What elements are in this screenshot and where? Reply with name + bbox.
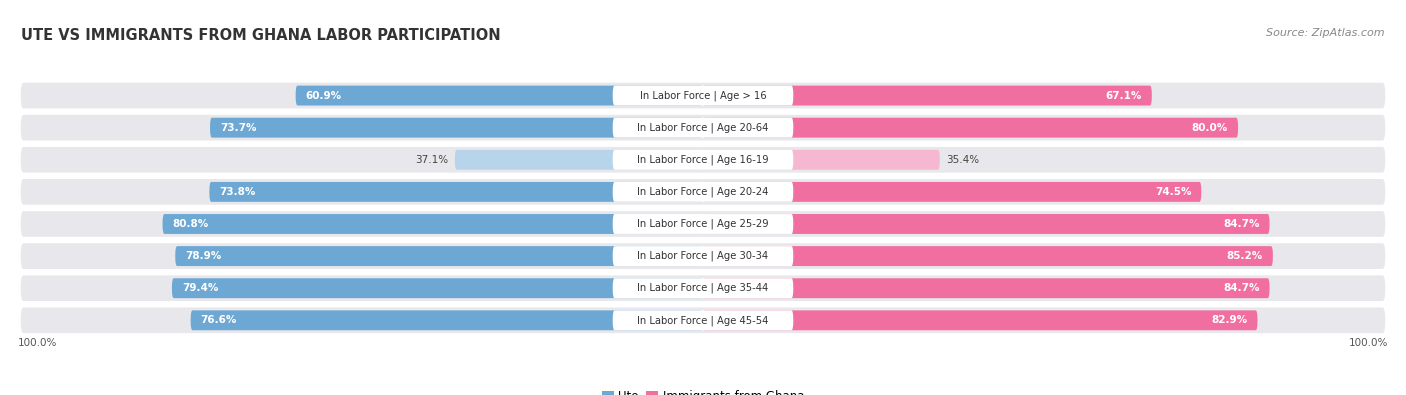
- FancyBboxPatch shape: [21, 275, 1385, 301]
- Text: 100.0%: 100.0%: [17, 339, 56, 348]
- FancyBboxPatch shape: [21, 211, 1385, 237]
- Text: 76.6%: 76.6%: [201, 315, 238, 325]
- FancyBboxPatch shape: [191, 310, 703, 330]
- FancyBboxPatch shape: [703, 246, 1272, 266]
- Text: 80.0%: 80.0%: [1192, 123, 1227, 133]
- Text: 60.9%: 60.9%: [305, 90, 342, 101]
- Text: 74.5%: 74.5%: [1154, 187, 1191, 197]
- Text: 67.1%: 67.1%: [1105, 90, 1142, 101]
- FancyBboxPatch shape: [703, 118, 1239, 137]
- Text: 79.4%: 79.4%: [181, 283, 218, 293]
- Text: In Labor Force | Age > 16: In Labor Force | Age > 16: [640, 90, 766, 101]
- FancyBboxPatch shape: [613, 182, 793, 202]
- FancyBboxPatch shape: [613, 246, 793, 266]
- Text: 78.9%: 78.9%: [186, 251, 222, 261]
- Text: 35.4%: 35.4%: [946, 155, 980, 165]
- FancyBboxPatch shape: [613, 214, 793, 234]
- FancyBboxPatch shape: [703, 310, 1257, 330]
- FancyBboxPatch shape: [703, 278, 1270, 298]
- Text: Source: ZipAtlas.com: Source: ZipAtlas.com: [1267, 28, 1385, 38]
- FancyBboxPatch shape: [163, 214, 703, 234]
- Text: 100.0%: 100.0%: [1350, 339, 1389, 348]
- Text: 73.8%: 73.8%: [219, 187, 256, 197]
- Text: In Labor Force | Age 25-29: In Labor Force | Age 25-29: [637, 219, 769, 229]
- FancyBboxPatch shape: [172, 278, 703, 298]
- FancyBboxPatch shape: [21, 243, 1385, 269]
- FancyBboxPatch shape: [703, 214, 1270, 234]
- Text: 73.7%: 73.7%: [221, 123, 256, 133]
- Legend: Ute, Immigrants from Ghana: Ute, Immigrants from Ghana: [598, 385, 808, 395]
- FancyBboxPatch shape: [176, 246, 703, 266]
- FancyBboxPatch shape: [703, 86, 1152, 105]
- FancyBboxPatch shape: [21, 179, 1385, 205]
- Text: 84.7%: 84.7%: [1223, 219, 1260, 229]
- Text: In Labor Force | Age 45-54: In Labor Force | Age 45-54: [637, 315, 769, 325]
- Text: 84.7%: 84.7%: [1223, 283, 1260, 293]
- Text: 80.8%: 80.8%: [173, 219, 209, 229]
- FancyBboxPatch shape: [21, 147, 1385, 173]
- FancyBboxPatch shape: [21, 115, 1385, 141]
- FancyBboxPatch shape: [703, 150, 939, 170]
- FancyBboxPatch shape: [613, 150, 793, 170]
- Text: UTE VS IMMIGRANTS FROM GHANA LABOR PARTICIPATION: UTE VS IMMIGRANTS FROM GHANA LABOR PARTI…: [21, 28, 501, 43]
- FancyBboxPatch shape: [21, 307, 1385, 333]
- Text: In Labor Force | Age 35-44: In Labor Force | Age 35-44: [637, 283, 769, 293]
- FancyBboxPatch shape: [613, 86, 793, 105]
- FancyBboxPatch shape: [703, 182, 1201, 202]
- FancyBboxPatch shape: [209, 118, 703, 137]
- FancyBboxPatch shape: [613, 118, 793, 137]
- FancyBboxPatch shape: [456, 150, 703, 170]
- FancyBboxPatch shape: [613, 310, 793, 330]
- Text: 82.9%: 82.9%: [1212, 315, 1247, 325]
- Text: In Labor Force | Age 30-34: In Labor Force | Age 30-34: [637, 251, 769, 261]
- Text: In Labor Force | Age 16-19: In Labor Force | Age 16-19: [637, 154, 769, 165]
- Text: In Labor Force | Age 20-24: In Labor Force | Age 20-24: [637, 186, 769, 197]
- Text: 37.1%: 37.1%: [415, 155, 449, 165]
- FancyBboxPatch shape: [613, 278, 793, 298]
- FancyBboxPatch shape: [209, 182, 703, 202]
- Text: In Labor Force | Age 20-64: In Labor Force | Age 20-64: [637, 122, 769, 133]
- FancyBboxPatch shape: [295, 86, 703, 105]
- FancyBboxPatch shape: [21, 83, 1385, 108]
- Text: 85.2%: 85.2%: [1226, 251, 1263, 261]
